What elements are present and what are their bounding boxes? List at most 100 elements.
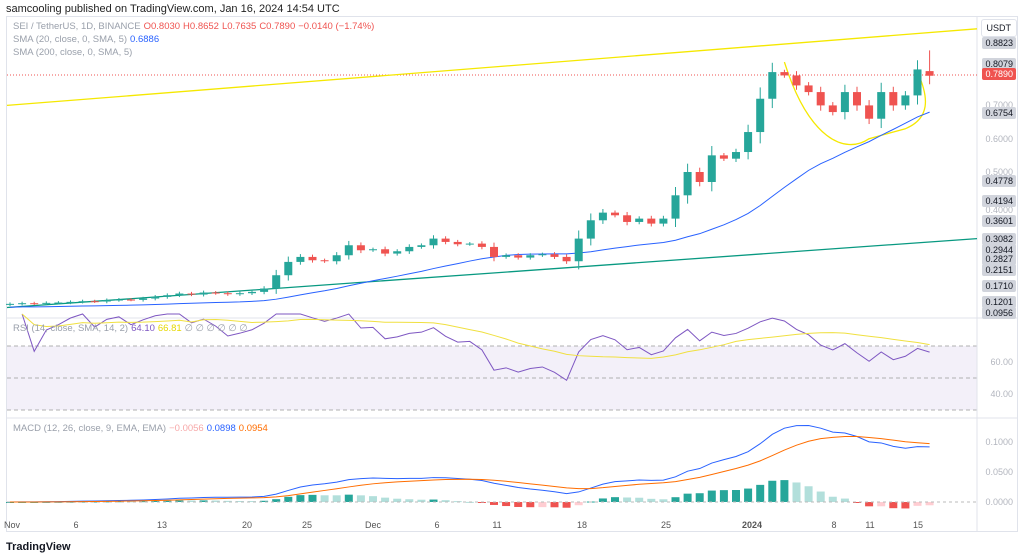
macd-line (9, 425, 930, 503)
time-axis-label: 25 (301, 520, 313, 530)
macd-histogram-bar (369, 496, 377, 502)
candle (30, 303, 39, 305)
macd-legend: MACD (12, 26, close, 9, EMA, EMA) −0.0056… (13, 423, 268, 434)
candle (671, 195, 680, 219)
macd-histogram-bar (296, 495, 305, 502)
time-axis-label: 11 (865, 520, 875, 530)
macd-histogram-bar (187, 500, 196, 502)
macd-histogram-bar (490, 502, 498, 505)
candle (429, 238, 438, 246)
macd-histogram-bar (756, 484, 765, 502)
rsi-legend: RSI (14, close, SMA, 14, 2) 64.10 66.81 ∅ ∅… (13, 323, 248, 334)
macd-histogram-bar (332, 495, 341, 502)
macd-histogram-bar (611, 497, 619, 502)
candle (707, 155, 716, 182)
macd-histogram-bar (865, 502, 874, 507)
macd-histogram-bar (405, 499, 414, 502)
candle (514, 255, 523, 258)
macd-histogram-bar (211, 500, 220, 502)
macd-histogram-bar (816, 491, 825, 502)
macd-histogram-bar (780, 480, 789, 502)
price-tag: 0.0956 (982, 307, 1016, 319)
macd-axis-label: 0.0000 (985, 497, 1013, 507)
candle (6, 303, 14, 305)
candle (562, 256, 571, 262)
candle (744, 132, 753, 153)
macd-axis-label: 0.1000 (985, 437, 1013, 447)
candle (732, 152, 740, 159)
candle (114, 299, 123, 301)
candle (163, 295, 172, 297)
candle (199, 292, 208, 295)
macd-histogram-bar (768, 480, 777, 502)
macd-histogram-bar (381, 497, 390, 502)
candle (369, 249, 377, 251)
candle (635, 218, 644, 222)
candle (526, 255, 535, 258)
candle (611, 212, 619, 216)
macd-histogram-bar (199, 500, 208, 502)
trendline (6, 28, 978, 107)
macd-histogram-bar (514, 502, 523, 507)
candle (756, 98, 765, 133)
time-axis-label: Nov (3, 520, 21, 530)
macd-histogram-bar (538, 502, 547, 508)
candle (877, 92, 886, 119)
macd-histogram-bar (695, 493, 704, 502)
macd-histogram-bar (925, 502, 934, 506)
last-price-tag: 0.7890 (982, 68, 1016, 80)
candle (828, 105, 837, 113)
price-tag: 0.2827 (982, 253, 1016, 265)
signal-line (9, 435, 930, 503)
macd-histogram-bar (441, 500, 450, 502)
macd-histogram-bar (248, 501, 256, 503)
chart-frame (6, 16, 1018, 532)
time-axis-label: 25 (660, 520, 672, 530)
macd-histogram-bar (139, 501, 148, 503)
macd-histogram-bar (356, 495, 365, 502)
price-tag: 0.1710 (982, 280, 1016, 292)
price-tag: 0.6754 (982, 107, 1016, 119)
macd-histogram-bar (719, 490, 728, 502)
macd-histogram-bar (308, 494, 317, 502)
candle (127, 299, 135, 301)
candle (901, 95, 910, 106)
macd-histogram-bar (707, 490, 716, 502)
candle (42, 302, 51, 304)
candle (272, 275, 281, 289)
currency-button[interactable]: USDT (980, 19, 1017, 37)
candle (284, 261, 293, 276)
macd-histogram-bar (102, 501, 111, 503)
macd-histogram-bar (840, 498, 849, 502)
macd-histogram-bar (683, 493, 692, 502)
candle (659, 218, 668, 224)
macd-histogram-bar (223, 500, 232, 502)
macd-histogram-bar (272, 499, 281, 502)
macd-histogram-bar (235, 501, 244, 503)
candle (417, 245, 426, 247)
time-axis-label: 6 (73, 520, 79, 530)
candle (344, 245, 353, 256)
candle (780, 72, 789, 76)
candle (623, 215, 632, 222)
candle (381, 249, 390, 254)
price-tag: 0.8823 (982, 37, 1016, 49)
time-axis-label: Dec (364, 520, 382, 530)
candle (320, 260, 329, 262)
candle (175, 293, 184, 296)
macd-histogram-bar (502, 502, 511, 507)
candle (465, 243, 474, 245)
time-axis-label: 15 (912, 520, 924, 530)
time-axis-label: 18 (576, 520, 588, 530)
rsi-axis-label: 60.00 (990, 357, 1013, 367)
candle (139, 298, 148, 300)
candle (211, 292, 220, 294)
candle (223, 293, 232, 295)
macd-histogram-bar (127, 501, 135, 503)
candle (816, 92, 825, 106)
candle (598, 212, 607, 221)
macd-histogram-bar (744, 488, 753, 502)
macd-histogram-bar (163, 500, 172, 502)
candle (586, 220, 595, 239)
